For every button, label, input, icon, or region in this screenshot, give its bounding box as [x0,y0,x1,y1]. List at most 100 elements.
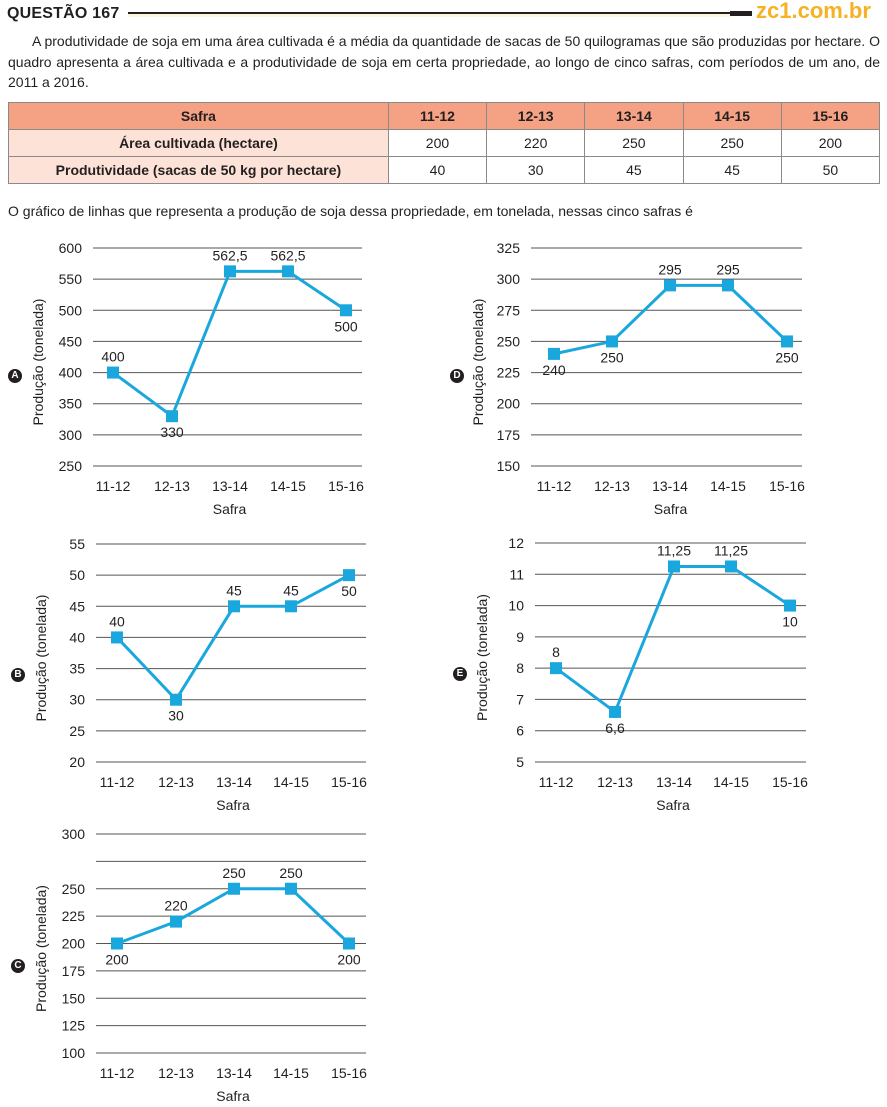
y-tick-label: 200 [62,936,86,952]
data-label: 295 [716,261,740,277]
header-rule [128,12,730,14]
y-tick-label: 150 [62,990,86,1006]
data-label: 30 [168,708,184,724]
x-tick-label: 13-14 [216,1065,252,1081]
x-tick-label: 12-13 [597,774,633,790]
y-tick-label: 250 [62,881,86,897]
y-tick-label: 225 [497,365,521,381]
table-header-cell: 12-13 [486,102,586,130]
data-point-marker [340,304,352,317]
data-label: 500 [334,318,358,334]
y-tick-label: 275 [497,302,521,318]
table-header-cell: 15-16 [780,102,881,130]
y-tick-label: 500 [59,302,83,318]
option-badge-b: B [11,668,25,682]
data-label: 8 [552,644,560,660]
table-cell: 250 [682,129,782,157]
y-tick-label: 200 [497,396,521,412]
data-point-marker [170,693,182,706]
y-tick-label: 12 [508,535,524,551]
row-label-produtividade: Produtividade (sacas de 50 kg por hectar… [8,156,389,184]
data-point-marker [228,882,240,895]
data-label: 250 [222,865,246,881]
data-point-marker [285,882,297,895]
data-label: 200 [105,952,129,968]
lead-text: O gráfico de linhas que representa a pro… [8,203,693,219]
header-rule-end [730,11,752,16]
data-point-marker [609,705,621,718]
table-cell: 45 [682,156,782,184]
x-tick-label: 12-13 [594,478,630,494]
option-badge-d: D [450,369,464,383]
data-point-marker [550,662,562,675]
x-axis-title: Safra [654,501,688,517]
y-tick-label: 300 [497,271,521,287]
y-tick-label: 55 [69,536,85,552]
x-axis-title: Safra [216,1088,250,1104]
data-point-marker [343,937,355,950]
table-header-cell: 13-14 [584,102,684,130]
series-line [553,283,789,356]
table-row: Área cultivada (hectare) 200 220 250 250… [8,129,881,157]
data-label: 50 [341,583,357,599]
x-tick-label: 11-12 [537,478,572,494]
x-tick-label: 14-15 [270,478,306,494]
data-label: 200 [337,952,361,968]
table-header-cell: 14-15 [682,102,782,130]
data-point-marker [343,569,355,582]
question-header: QUESTÃO 167 zc1.com.br [0,0,887,26]
x-tick-label: 11-12 [100,774,135,790]
data-point-marker [606,335,618,348]
y-tick-label: 300 [59,427,83,443]
y-tick-label: 25 [69,723,85,739]
y-axis-title: Produção (tonelada) [33,595,49,722]
y-tick-label: 35 [69,661,85,677]
data-label: 40 [109,613,125,629]
series-line [116,887,351,945]
table-cell: 220 [486,129,586,157]
y-tick-label: 250 [497,333,521,349]
y-tick-label: 175 [62,963,86,979]
option-badge-a: A [8,369,22,383]
intro-paragraph: A produtividade de soja em uma área cult… [8,31,880,93]
x-tick-label: 11-12 [96,478,131,494]
data-table: Safra 11-12 12-13 13-14 14-15 15-16 Área… [8,102,881,184]
data-label: 250 [600,349,624,365]
x-axis-title: Safra [656,797,690,813]
table-cell: 30 [486,156,586,184]
y-tick-label: 225 [62,908,86,924]
data-point-marker [166,410,178,423]
site-watermark: zc1.com.br [756,0,871,23]
x-tick-label: 14-15 [273,774,309,790]
y-tick-label: 45 [69,598,85,614]
data-label: 220 [164,898,188,914]
data-point-marker [668,560,680,573]
x-tick-label: 15-16 [331,774,367,790]
data-label: 330 [160,424,184,440]
x-axis-title: Safra [216,797,250,813]
x-tick-label: 13-14 [656,774,692,790]
data-point-marker [111,937,123,950]
data-label: 45 [283,582,299,598]
series-line [112,269,347,419]
header-rule-shade [128,14,730,17]
table-cell: 45 [584,156,684,184]
x-tick-label: 15-16 [769,478,805,494]
y-tick-label: 11 [509,566,524,582]
data-label: 10 [782,614,798,630]
x-tick-label: 13-14 [652,478,688,494]
y-tick-label: 40 [69,629,85,645]
data-point-marker [548,347,560,360]
data-label: 6,6 [605,720,625,736]
table-cell: 50 [780,156,881,184]
y-tick-label: 5 [516,754,524,770]
y-axis-title: Produção (tonelada) [30,299,46,426]
y-axis-title: Produção (tonelada) [33,885,49,1012]
x-tick-label: 12-13 [154,478,190,494]
series-line [115,573,350,703]
y-tick-label: 325 [497,240,521,256]
data-point-marker [228,600,240,613]
x-tick-label: 14-15 [273,1065,309,1081]
y-tick-label: 600 [59,240,83,256]
data-label: 250 [279,865,303,881]
